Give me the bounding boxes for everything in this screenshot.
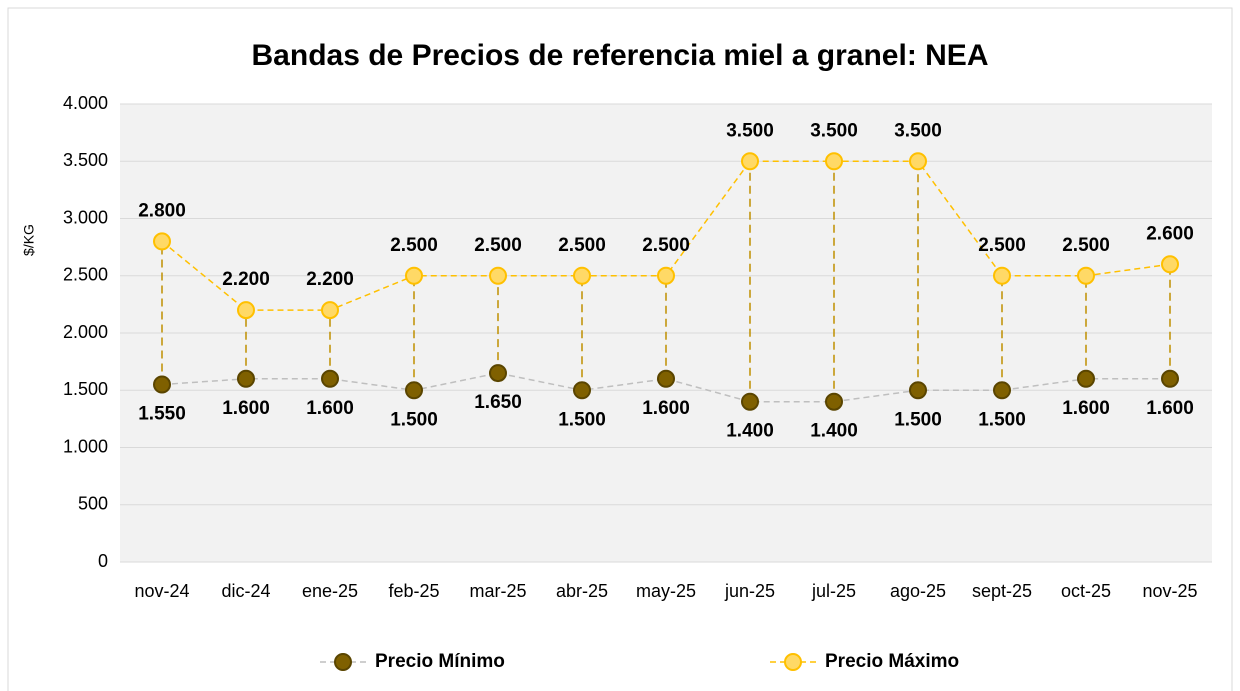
y-tick-label: 2.500 xyxy=(63,265,108,285)
marker xyxy=(405,266,423,285)
data-label: 1.550 xyxy=(138,404,186,425)
x-tick-label: nov-24 xyxy=(134,581,189,601)
marker xyxy=(657,369,675,388)
data-label: 1.400 xyxy=(726,421,774,442)
data-label: 1.600 xyxy=(1062,398,1110,419)
marker xyxy=(825,152,843,171)
marker xyxy=(741,392,759,411)
marker xyxy=(909,152,927,171)
marker xyxy=(909,381,927,400)
data-label: 2.500 xyxy=(1062,235,1110,256)
marker xyxy=(741,152,759,171)
marker xyxy=(405,381,423,400)
marker xyxy=(573,266,591,285)
data-label: 1.500 xyxy=(390,409,438,430)
y-axis-label: $/KG xyxy=(21,224,37,256)
x-tick-label: sept-25 xyxy=(972,581,1032,601)
legend-label: Precio Máximo xyxy=(825,651,959,672)
y-tick-label: 3.000 xyxy=(63,207,108,227)
data-label: 1.500 xyxy=(894,409,942,430)
data-label: 3.500 xyxy=(726,120,774,141)
x-tick-label: mar-25 xyxy=(469,581,526,601)
y-tick-label: 3.500 xyxy=(63,150,108,170)
y-tick-label: 4.000 xyxy=(63,93,108,113)
x-tick-label: jun-25 xyxy=(724,581,775,601)
marker xyxy=(153,232,171,251)
data-label: 1.500 xyxy=(978,409,1026,430)
chart-title: Bandas de Precios de referencia miel a g… xyxy=(252,39,989,72)
marker xyxy=(237,301,255,320)
data-label: 2.800 xyxy=(138,200,186,221)
marker xyxy=(993,266,1011,285)
data-label: 1.600 xyxy=(642,398,690,419)
x-tick-label: abr-25 xyxy=(556,581,608,601)
x-tick-label: oct-25 xyxy=(1061,581,1111,601)
legend-marker xyxy=(334,653,352,671)
data-label: 2.500 xyxy=(978,235,1026,256)
marker xyxy=(1077,369,1095,388)
marker xyxy=(153,375,171,394)
y-tick-label: 500 xyxy=(78,494,108,514)
legend-marker xyxy=(784,653,802,671)
data-label: 2.500 xyxy=(390,235,438,256)
legend-label: Precio Mínimo xyxy=(375,651,505,672)
data-label: 2.200 xyxy=(222,269,270,290)
y-tick-label: 0 xyxy=(98,551,108,571)
marker xyxy=(993,381,1011,400)
data-label: 2.500 xyxy=(642,235,690,256)
marker xyxy=(321,301,339,320)
data-label: 2.600 xyxy=(1146,223,1194,244)
x-tick-label: ago-25 xyxy=(890,581,946,601)
data-label: 1.500 xyxy=(558,409,606,430)
y-tick-label: 1.000 xyxy=(63,436,108,456)
x-tick-label: nov-25 xyxy=(1142,581,1197,601)
marker xyxy=(489,364,507,383)
x-tick-label: feb-25 xyxy=(388,581,439,601)
data-label: 3.500 xyxy=(810,120,858,141)
marker xyxy=(489,266,507,285)
marker xyxy=(321,369,339,388)
y-tick-label: 1.500 xyxy=(63,379,108,399)
marker xyxy=(1161,255,1179,274)
data-label: 1.400 xyxy=(810,421,858,442)
data-label: 1.600 xyxy=(222,398,270,419)
data-label: 2.500 xyxy=(474,235,522,256)
marker xyxy=(657,266,675,285)
data-label: 3.500 xyxy=(894,120,942,141)
marker xyxy=(825,392,843,411)
marker xyxy=(1161,369,1179,388)
x-tick-label: ene-25 xyxy=(302,581,358,601)
data-label: 1.600 xyxy=(306,398,354,419)
y-tick-label: 2.000 xyxy=(63,322,108,342)
x-tick-label: may-25 xyxy=(636,581,696,601)
x-tick-label: jul-25 xyxy=(811,581,856,601)
data-label: 1.650 xyxy=(474,392,522,413)
data-label: 1.600 xyxy=(1146,398,1194,419)
x-tick-label: dic-24 xyxy=(221,581,270,601)
marker xyxy=(1077,266,1095,285)
data-label: 2.500 xyxy=(558,235,606,256)
data-label: 2.200 xyxy=(306,269,354,290)
marker xyxy=(573,381,591,400)
marker xyxy=(237,369,255,388)
